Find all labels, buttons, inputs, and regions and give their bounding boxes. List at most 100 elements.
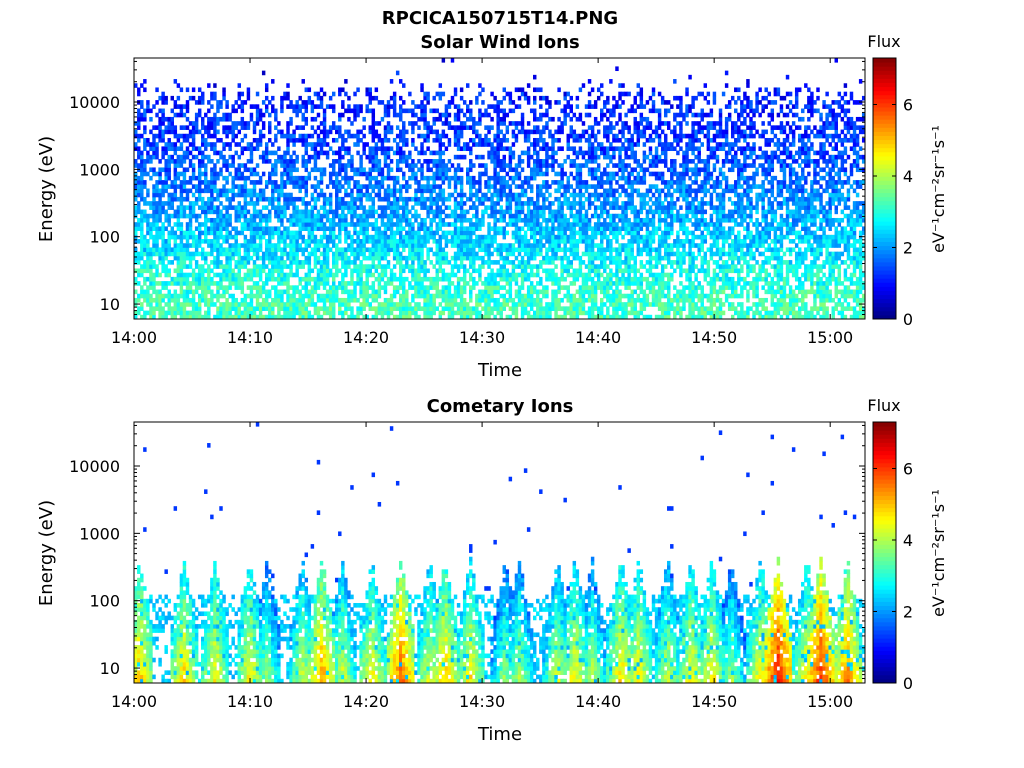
- heatmap-cell: [194, 289, 199, 295]
- heatmap-cell: [219, 251, 223, 257]
- heatmap-cell: [231, 255, 235, 261]
- heatmap-cell: [517, 184, 522, 189]
- heatmap-cell: [389, 268, 394, 274]
- heatmap-cell: [447, 276, 452, 282]
- heatmap-cell: [563, 116, 567, 122]
- heatmap-cell: [356, 255, 360, 261]
- heatmap-cell: [536, 226, 540, 231]
- heatmap-cell: [325, 154, 330, 160]
- heatmap-cell: [149, 281, 153, 286]
- heatmap-cell: [533, 297, 537, 303]
- heatmap-cell: [456, 146, 461, 152]
- heatmap-cell: [316, 95, 321, 101]
- heatmap-cell: [335, 260, 339, 265]
- heatmap-cell: [417, 226, 421, 231]
- heatmap-cell: [551, 234, 555, 240]
- heatmap-cell: [469, 260, 473, 265]
- heatmap-cell: [225, 116, 229, 122]
- heatmap-cell: [295, 285, 299, 290]
- heatmap-cell: [255, 251, 260, 257]
- heatmap-cell: [258, 175, 263, 181]
- heatmap-cell: [405, 163, 409, 168]
- heatmap-cell: [274, 159, 278, 164]
- heatmap-cell: [255, 264, 260, 269]
- heatmap-cell: [350, 268, 354, 274]
- heatmap-cell: [557, 171, 561, 177]
- heatmap-cell: [271, 188, 275, 194]
- heatmap-cell: [331, 276, 336, 282]
- heatmap-cell: [261, 306, 266, 311]
- heatmap-cell: [526, 205, 531, 210]
- heatmap-cell: [478, 293, 482, 299]
- heatmap-cell: [350, 222, 354, 227]
- heatmap-cell: [429, 310, 433, 316]
- heatmap-cell: [444, 104, 449, 109]
- heatmap-cell: [481, 247, 485, 253]
- heatmap-cell: [405, 239, 409, 244]
- heatmap-cell: [167, 234, 171, 240]
- heatmap-cell: [197, 310, 202, 316]
- heatmap-cell: [380, 146, 385, 152]
- heatmap-cell: [475, 217, 479, 223]
- heatmap-cell: [533, 205, 537, 210]
- panel-solar-wind: Solar Wind Ions 14:00 14:10 14:20 14:30 14:4…: [36, 32, 948, 381]
- heatmap-cell: [246, 95, 251, 101]
- heatmap-cell: [176, 247, 181, 253]
- heatmap-cell: [173, 133, 178, 139]
- heatmap-cell: [304, 116, 309, 122]
- heatmap-cell: [207, 154, 211, 160]
- heatmap-cell: [481, 87, 485, 93]
- heatmap-cell: [179, 281, 184, 286]
- heatmap-cell: [475, 209, 479, 215]
- heatmap-cell: [167, 230, 171, 236]
- heatmap-cell: [438, 234, 443, 240]
- heatmap-cell: [380, 314, 385, 320]
- heatmap-cell: [280, 289, 284, 295]
- heatmap-cell: [322, 171, 327, 177]
- heatmap-cell: [228, 234, 232, 240]
- heatmap-cell: [307, 87, 312, 93]
- heatmap-cell: [234, 192, 238, 198]
- heatmap-cell: [277, 146, 281, 152]
- heatmap-cell: [359, 205, 363, 210]
- heatmap-cell: [331, 213, 336, 219]
- heatmap-cell: [283, 310, 287, 316]
- heatmap-cell: [219, 137, 223, 143]
- heatmap-cell: [487, 264, 491, 269]
- heatmap-cell: [389, 306, 394, 311]
- heatmap-cell: [194, 251, 199, 257]
- heatmap-cell: [234, 121, 238, 126]
- heatmap-cell: [432, 276, 436, 282]
- heatmap-cell: [539, 171, 543, 177]
- heatmap-cell: [542, 146, 546, 152]
- heatmap-cell: [523, 150, 528, 156]
- heatmap-cell: [554, 159, 558, 164]
- heatmap-cell: [362, 239, 366, 244]
- heatmap-cell: [179, 289, 184, 295]
- heatmap-cell: [529, 129, 534, 135]
- heatmap-cell: [533, 125, 537, 130]
- heatmap-cell: [453, 116, 458, 122]
- heatmap-cell: [499, 255, 503, 261]
- heatmap-cell: [411, 260, 415, 265]
- heatmap-cell: [335, 297, 339, 303]
- heatmap-cell: [478, 196, 482, 202]
- heatmap-cell: [255, 137, 260, 143]
- heatmap-cell: [152, 154, 156, 160]
- heatmap-cell: [216, 260, 220, 265]
- heatmap-cell: [368, 180, 372, 185]
- heatmap-cell: [533, 159, 537, 164]
- heatmap-cell: [514, 217, 519, 223]
- heatmap-cell: [185, 243, 190, 248]
- heatmap-cell: [551, 201, 555, 206]
- heatmap-cell: [551, 133, 555, 139]
- heatmap-cell: [408, 247, 412, 253]
- heatmap-cell: [447, 205, 452, 210]
- heatmap-cell: [225, 112, 229, 118]
- heatmap-cell: [508, 146, 513, 152]
- heatmap-cell: [411, 243, 415, 248]
- heatmap-cell: [316, 213, 321, 219]
- heatmap-cell: [426, 293, 430, 299]
- heatmap-cell: [301, 163, 305, 168]
- heatmap-cell: [499, 247, 503, 253]
